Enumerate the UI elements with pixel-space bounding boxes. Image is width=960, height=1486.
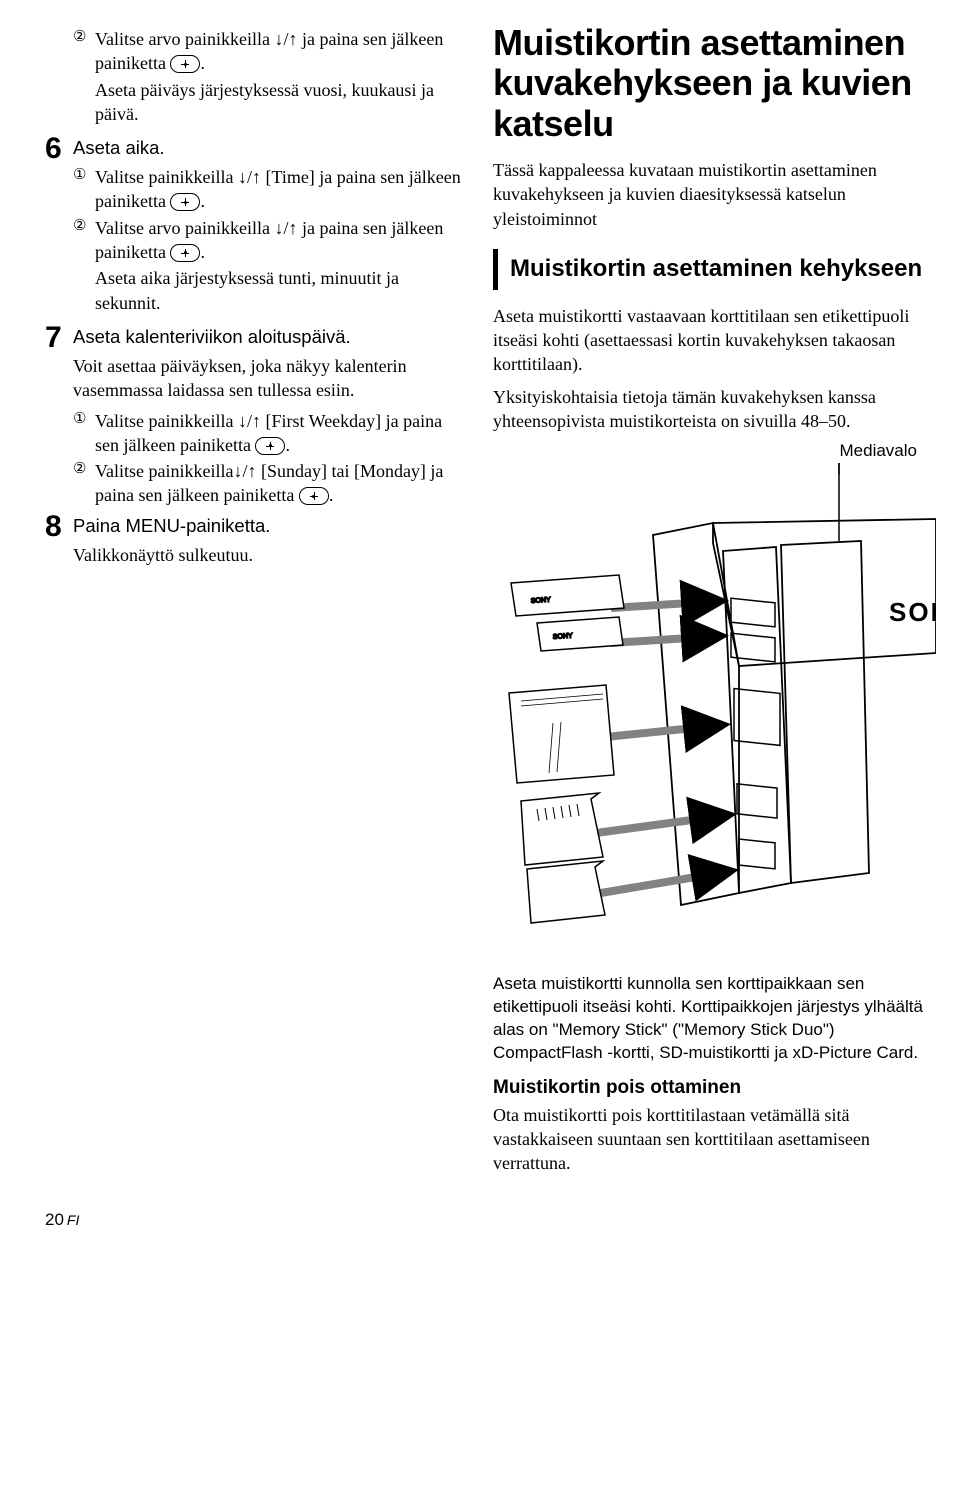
step-heading: Aseta aika. xyxy=(73,136,465,161)
diagram: SON xyxy=(491,463,936,963)
enter-icon xyxy=(299,487,329,505)
step-heading: Paina MENU-painiketta. xyxy=(73,514,465,539)
note-text: Aseta päiväys järjestyksessä vuosi, kuuk… xyxy=(95,78,465,127)
substep-text: Valitse painikkeilla↓/↑ [Sunday] tai [Mo… xyxy=(95,459,465,508)
substep-marker: ② xyxy=(73,27,95,76)
substep-marker: ② xyxy=(73,216,95,265)
svg-text:SONY: SONY xyxy=(553,633,574,641)
substep-text: Valitse arvo painikkeilla ↓/↑ ja paina s… xyxy=(95,216,465,265)
svg-text:SON: SON xyxy=(889,597,936,627)
page-suffix: FI xyxy=(67,1212,79,1228)
step-text: Valikkonäyttö sulkeutuu. xyxy=(73,543,465,567)
enter-icon xyxy=(255,437,285,455)
step-text: Voit asettaa päiväyksen, joka näkyy kale… xyxy=(73,354,465,403)
step-heading: Aseta kalenteriviikon aloituspäivä. xyxy=(73,325,465,350)
substep-marker: ① xyxy=(73,409,95,458)
substep-marker: ② xyxy=(73,459,95,508)
right-column: Muistikortin asettaminen kuvakehykseen j… xyxy=(493,25,923,1176)
enter-icon xyxy=(170,244,200,262)
substep-text: Valitse painikkeilla ↓/↑ [Time] ja paina… xyxy=(95,165,465,214)
step-number: 8 xyxy=(45,512,73,573)
step-number: 7 xyxy=(45,323,73,510)
step-number: 6 xyxy=(45,134,73,321)
remove-text: Ota muistikortti pois korttitilastaan ve… xyxy=(493,1103,923,1176)
diagram-label: Mediavalo xyxy=(493,441,917,461)
left-column: ② Valitse arvo painikkeilla ↓/↑ ja paina… xyxy=(45,25,465,1176)
paragraph: Yksityiskohtaisia tietoja tämän kuvakehy… xyxy=(493,385,923,434)
page-footer: 20FI xyxy=(45,1210,960,1230)
substep-text: Valitse painikkeilla ↓/↑ [First Weekday]… xyxy=(95,409,465,458)
enter-icon xyxy=(170,55,200,73)
subheading-box: Muistikortin asettaminen kehykseen xyxy=(493,249,923,290)
remove-heading: Muistikortin pois ottaminen xyxy=(493,1077,923,1099)
svg-text:SONY: SONY xyxy=(531,597,552,605)
page-number: 20 xyxy=(45,1210,64,1229)
note-text: Aseta aika järjestyksessä tunti, minuuti… xyxy=(95,266,465,315)
section-intro: Tässä kappaleessa kuvataan muistikortin … xyxy=(493,158,923,231)
substep-text: Valitse arvo painikkeilla ↓/↑ ja paina s… xyxy=(95,27,465,76)
paragraph: Aseta muistikortti vastaavaan korttitila… xyxy=(493,304,923,377)
caption-text: Aseta muistikortti kunnolla sen korttipa… xyxy=(493,973,923,1065)
subheading: Muistikortin asettaminen kehykseen xyxy=(510,255,923,284)
section-title: Muistikortin asettaminen kuvakehykseen j… xyxy=(493,23,923,144)
substep-marker: ① xyxy=(73,165,95,214)
enter-icon xyxy=(170,193,200,211)
